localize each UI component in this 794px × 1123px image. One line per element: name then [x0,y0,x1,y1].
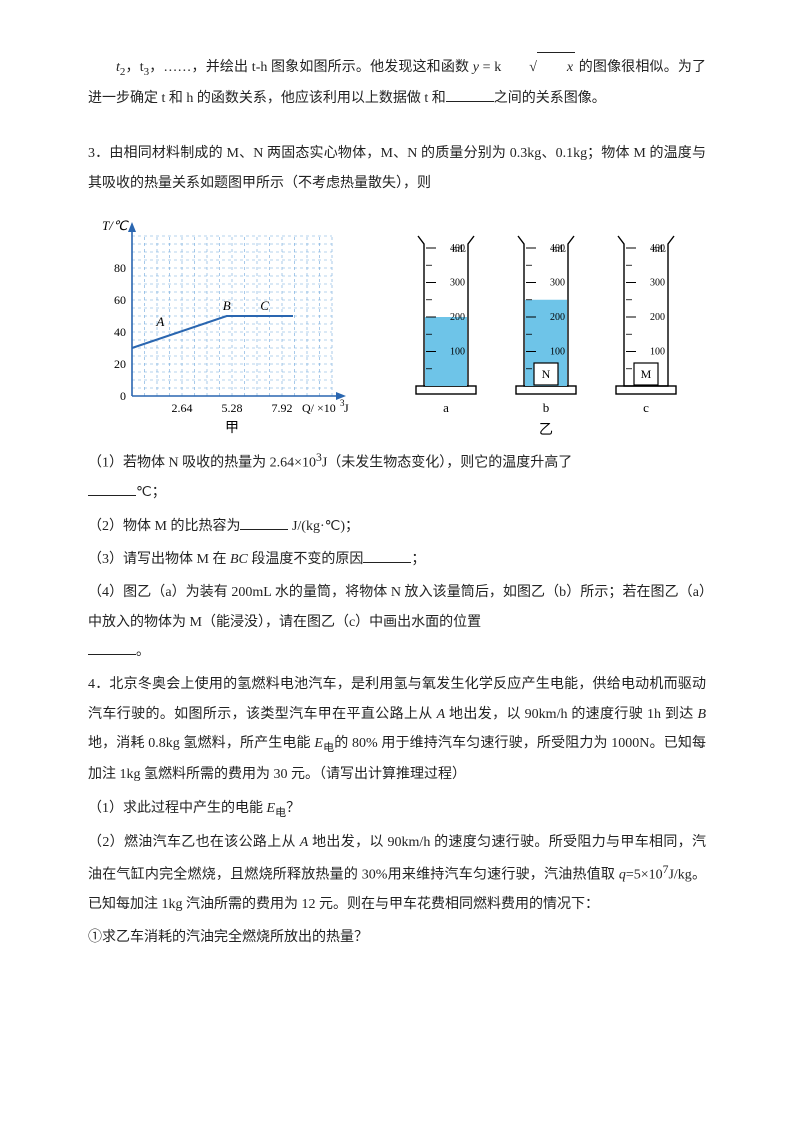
question-4-intro: 4．北京冬奥会上使用的氢燃料电池汽车，是利用氢与氧发生化学反应产生电能，供给电动… [88,670,706,789]
svg-text:A: A [155,314,164,329]
q3-sub2: （2）物体 M 的比热容为 J/(kg·℃)； [88,512,706,541]
svg-text:80: 80 [114,261,126,275]
q4-sub2: （2）燃油汽车乙也在该公路上从 A 地出发，以 90km/h 的速度匀速行驶。所… [88,828,706,919]
svg-text:甲: 甲 [225,421,239,436]
svg-text:200: 200 [450,312,465,323]
q3-sub3: （3）请写出物体 M 在 BC 段温度不变的原因； [88,545,706,574]
svg-text:C: C [260,298,269,313]
svg-text:200: 200 [650,312,665,323]
q3-sub1: （1）若物体 N 吸收的热量为 2.64×103J（未发生物态变化），则它的温度… [88,446,706,507]
sqrt-x: √x [501,52,575,82]
svg-text:mL: mL [552,244,566,255]
blank-q3-2 [240,515,288,530]
svg-text:100: 100 [550,347,565,358]
svg-text:300: 300 [450,278,465,289]
svg-text:c: c [643,400,649,415]
svg-text:乙: 乙 [539,422,553,436]
blank-relation [446,87,494,102]
svg-text:0: 0 [120,389,126,403]
svg-text:200: 200 [550,312,565,323]
cylinders-group: 100200300400mLaN100200300400mLbM10020030… [394,216,704,436]
svg-text:J: J [344,401,349,415]
svg-text:7.92: 7.92 [272,401,293,415]
svg-text:a: a [443,400,449,415]
svg-text:B: B [223,298,231,313]
svg-text:300: 300 [550,278,565,289]
svg-text:5.28: 5.28 [222,401,243,415]
svg-text:M: M [641,367,652,381]
figure-row-q3: 0204060802.645.287.92T/℃Q/ ×103JABC甲 100… [88,216,706,436]
svg-text:100: 100 [450,347,465,358]
blank-q3-4 [88,640,136,655]
blank-q3-1 [88,481,136,496]
svg-text:mL: mL [652,244,666,255]
svg-text:mL: mL [452,244,466,255]
svg-text:20: 20 [114,357,126,371]
svg-text:60: 60 [114,293,126,307]
svg-text:2.64: 2.64 [172,401,193,415]
q4-sub2-1: ①求乙车消耗的汽油完全燃烧所放出的热量？ [88,923,706,952]
svg-text:300: 300 [650,278,665,289]
svg-text:N: N [542,367,551,381]
svg-text:40: 40 [114,325,126,339]
paragraph-continuation: t2，t3，……，并绘出 t-h 图象如图所示。他发现这和函数 y = k√x … [88,52,706,113]
q4-sub1: （1）求此过程中产生的电能 E电？ [88,794,706,825]
question-3-intro: 3．由相同材料制成的 M、N 两固态实心物体，M、N 的质量分别为 0.3kg、… [88,139,706,198]
svg-text:Q/ ×10: Q/ ×10 [302,401,336,415]
svg-text:b: b [543,400,550,415]
svg-text:T/℃: T/℃ [102,218,129,233]
blank-q3-3 [363,548,411,563]
chart-temperature-heat: 0204060802.645.287.92T/℃Q/ ×103JABC甲 [88,216,368,436]
q3-sub4: （4）图乙（a）为装有 200mL 水的量筒，将物体 N 放入该量筒后，如图乙（… [88,578,706,666]
svg-text:100: 100 [650,347,665,358]
